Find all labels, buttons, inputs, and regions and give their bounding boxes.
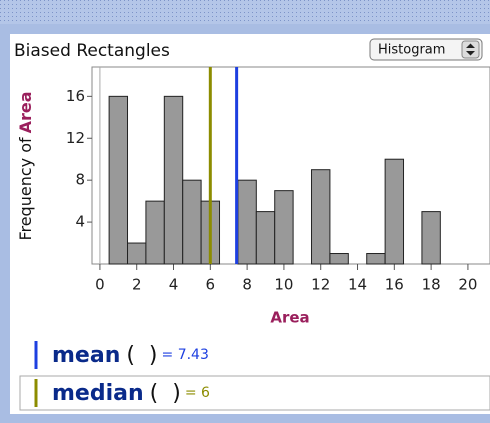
menu-box[interactable] <box>369 38 483 61</box>
bar <box>237 179 257 265</box>
x-tick-label: 14 <box>348 276 367 294</box>
x-tick-label: 16 <box>385 276 404 294</box>
menu-label[interactable]: Histogram <box>378 43 445 58</box>
graph-title: Biased Rectangles <box>14 41 170 61</box>
bar <box>311 169 331 265</box>
y-axis-attribute: Area <box>16 91 35 133</box>
plot-type-menu[interactable]: Histogram <box>369 38 483 61</box>
y-tick-label: 12 <box>66 129 85 147</box>
x-tick-label: 12 <box>311 276 330 294</box>
statistic-formula: median( ) <box>52 381 181 406</box>
median-row-box <box>19 375 490 411</box>
x-tick-label: 0 <box>95 276 105 294</box>
x-tick-label: 18 <box>422 276 441 294</box>
bar <box>421 211 441 265</box>
x-axis-label: Area <box>270 309 309 327</box>
y-axis-label-text: Frequency of <box>16 137 35 241</box>
statistic-value: = 7.43 <box>162 347 209 363</box>
title-strip <box>0 0 490 24</box>
statistic-name: mean <box>52 343 120 368</box>
x-tick-label: 4 <box>169 276 179 294</box>
statistic-formula: mean( ) <box>52 343 158 368</box>
x-tick-label: 10 <box>274 276 293 294</box>
bar <box>384 158 405 265</box>
bar <box>255 211 276 265</box>
bar <box>108 95 129 265</box>
statistic-args: ( ) <box>150 381 181 406</box>
statistic-args: ( ) <box>126 343 157 368</box>
y-axis-label: Frequency of Area <box>16 91 35 240</box>
y-tick-label: 4 <box>75 213 85 231</box>
bar <box>145 200 165 265</box>
bar <box>127 242 147 265</box>
menu-arrows[interactable] <box>466 43 475 56</box>
y-tick-label: 8 <box>75 171 85 189</box>
x-tick-label: 8 <box>242 276 252 294</box>
bar <box>366 253 386 265</box>
y-tick-label: 16 <box>66 87 85 105</box>
bar <box>329 253 349 265</box>
x-tick-label: 6 <box>206 276 216 294</box>
x-tick-label: 20 <box>458 276 477 294</box>
bar <box>163 95 184 265</box>
menu-arrow-box[interactable] <box>461 40 480 59</box>
x-tick-label: 2 <box>132 276 142 294</box>
bar <box>182 179 202 265</box>
statistic-value: = 6 <box>185 385 210 401</box>
statistic-name: median <box>52 381 144 406</box>
bar <box>274 190 294 265</box>
